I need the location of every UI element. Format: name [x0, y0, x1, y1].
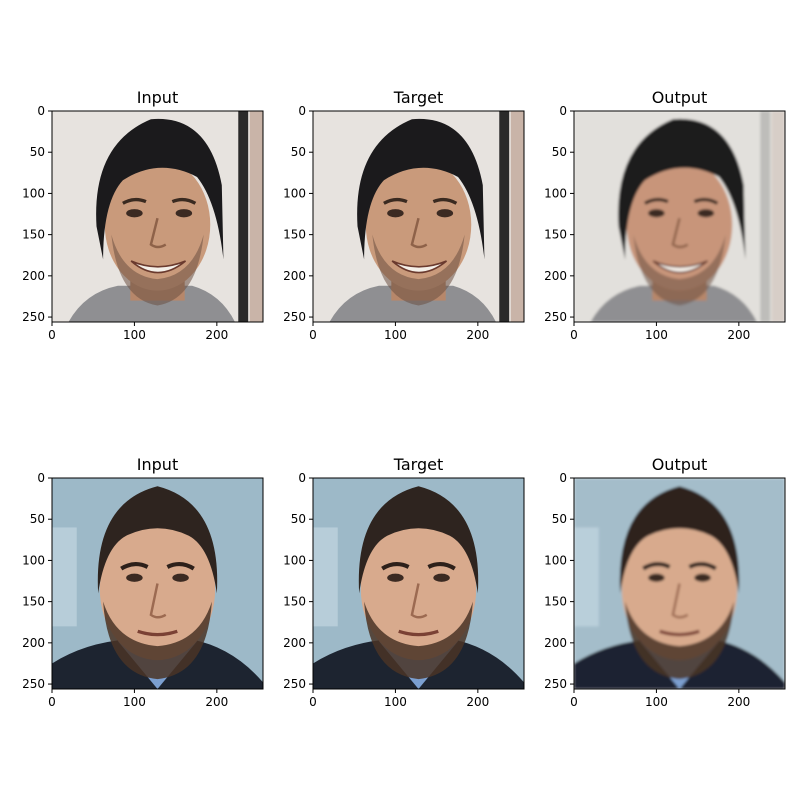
x-tick-label: 200: [466, 328, 489, 342]
y-tick-label: 200: [544, 269, 567, 283]
y-tick-label: 0: [298, 471, 306, 485]
y-tick-label: 0: [559, 104, 567, 118]
y-tick-label: 150: [283, 595, 306, 609]
face-image: [52, 111, 263, 322]
y-tick-label: 50: [552, 145, 567, 159]
x-tick-label: 0: [570, 328, 578, 342]
panel-title: Input: [137, 88, 178, 107]
face-image: [313, 111, 524, 322]
panel-beard-output: Output 0 100 200 0 50 100 150 200 250: [544, 455, 786, 709]
y-tick-label: 50: [291, 512, 306, 526]
y-tick-label: 50: [552, 512, 567, 526]
x-tick-label: 200: [727, 695, 750, 709]
y-tick-label: 50: [291, 145, 306, 159]
y-tick-label: 200: [283, 269, 306, 283]
axes-frame: [312, 110, 525, 323]
panel-beanie-output: Output 0 100 200 0 50 100 150 200 250: [544, 88, 786, 342]
y-tick-label: 200: [22, 269, 45, 283]
y-tick-label: 200: [22, 636, 45, 650]
panel-title: Input: [137, 455, 178, 474]
panel-title: Output: [652, 88, 708, 107]
face-image: [313, 478, 524, 689]
x-tick-label: 0: [48, 695, 56, 709]
y-tick-label: 150: [283, 228, 306, 242]
x-tick-label: 0: [48, 328, 56, 342]
x-tick-label: 100: [384, 328, 407, 342]
x-tick-label: 0: [309, 328, 317, 342]
y-tick-label: 150: [22, 228, 45, 242]
y-tick-label: 100: [544, 553, 567, 567]
y-tick-label: 250: [544, 310, 567, 324]
panel-title: Target: [393, 455, 444, 474]
face-image: [574, 478, 785, 689]
axes-frame: [573, 110, 786, 323]
panel-beard-input: Input 0 100 200 0 50 100 150 200 250: [22, 455, 264, 709]
y-tick-label: 0: [298, 104, 306, 118]
y-tick-label: 250: [22, 310, 45, 324]
panel-beard-target: Target 0 100 200 0 50 100 150 200 250: [283, 455, 525, 709]
x-tick-label: 100: [123, 328, 146, 342]
y-tick-label: 200: [283, 636, 306, 650]
x-tick-label: 100: [123, 695, 146, 709]
y-tick-label: 100: [22, 186, 45, 200]
y-tick-label: 250: [283, 677, 306, 691]
y-tick-label: 50: [30, 145, 45, 159]
x-tick-label: 100: [384, 695, 407, 709]
panel-beanie-target: Target 0 100 200 0 50 100 150 200 250: [283, 88, 525, 342]
panel-title: Target: [393, 88, 444, 107]
panel-beanie-input: Input 0 100 200 0 50 100 150 200 250: [22, 88, 264, 342]
y-tick-label: 250: [544, 677, 567, 691]
panel-title: Output: [652, 455, 708, 474]
axes-frame: [51, 477, 264, 690]
face-image: [574, 111, 785, 322]
x-tick-label: 200: [727, 328, 750, 342]
x-tick-label: 0: [309, 695, 317, 709]
y-tick-label: 50: [30, 512, 45, 526]
x-tick-label: 200: [205, 695, 228, 709]
y-tick-label: 100: [544, 186, 567, 200]
y-tick-label: 100: [283, 186, 306, 200]
y-tick-label: 150: [544, 228, 567, 242]
x-tick-label: 0: [570, 695, 578, 709]
face-image: [52, 478, 263, 689]
x-tick-label: 100: [645, 328, 668, 342]
x-tick-label: 200: [205, 328, 228, 342]
y-tick-label: 0: [559, 471, 567, 485]
y-tick-label: 150: [544, 595, 567, 609]
y-tick-label: 250: [283, 310, 306, 324]
x-tick-label: 100: [645, 695, 668, 709]
axes-frame: [573, 477, 786, 690]
y-tick-label: 150: [22, 595, 45, 609]
x-tick-label: 200: [466, 695, 489, 709]
axes-frame: [51, 110, 264, 323]
y-tick-label: 0: [37, 471, 45, 485]
y-tick-label: 100: [22, 553, 45, 567]
axes-frame: [312, 477, 525, 690]
y-tick-label: 250: [22, 677, 45, 691]
y-tick-label: 200: [544, 636, 567, 650]
y-tick-label: 100: [283, 553, 306, 567]
y-tick-label: 0: [37, 104, 45, 118]
